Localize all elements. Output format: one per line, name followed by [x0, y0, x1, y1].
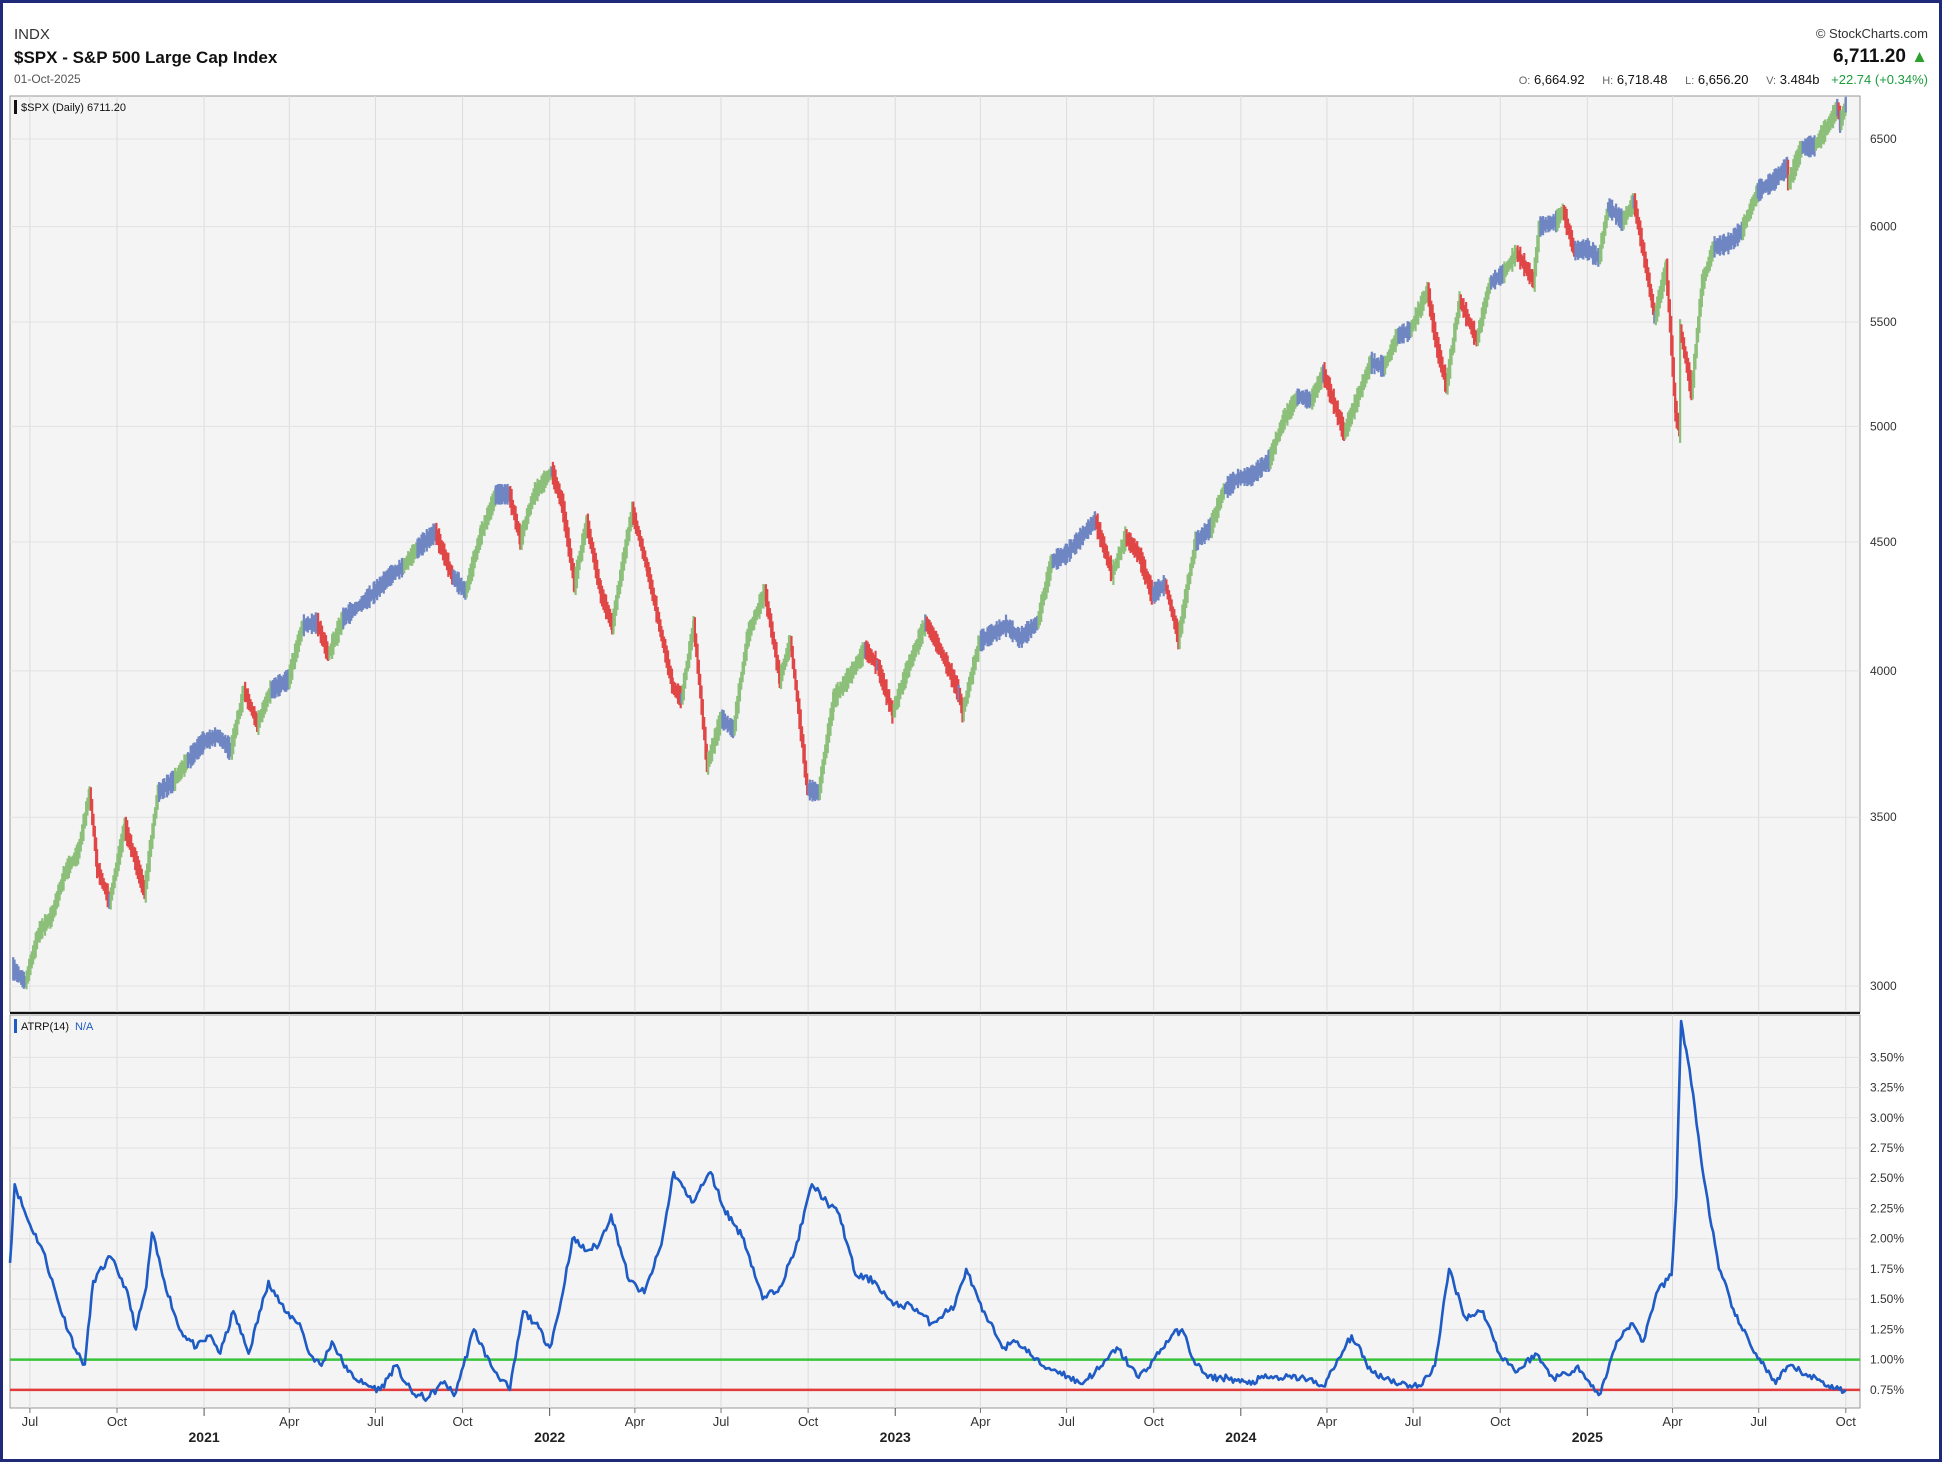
month-label: Jul: [1058, 1414, 1075, 1429]
month-label: Oct: [1144, 1414, 1165, 1429]
year-label: 2025: [1572, 1429, 1603, 1445]
month-label: Jul: [1405, 1414, 1422, 1429]
atr-legend: ATRP(14): [21, 1021, 69, 1033]
year-label: 2023: [880, 1429, 911, 1445]
up-arrow-icon: ▲: [1911, 47, 1928, 66]
price-legend-swatch: [14, 100, 17, 114]
price-tick-label: 6500: [1870, 132, 1897, 146]
month-label: Apr: [279, 1414, 300, 1429]
atr-tick-label: 3.00%: [1870, 1111, 1904, 1125]
price-tick-label: 3500: [1870, 810, 1897, 824]
open-value: 6,664.92: [1533, 72, 1585, 87]
atr-tick-label: 3.25%: [1870, 1081, 1904, 1095]
year-label: 2024: [1225, 1429, 1256, 1445]
atr-tick-label: 2.75%: [1870, 1141, 1904, 1155]
atr-tick-label: 1.25%: [1870, 1322, 1904, 1336]
price-tick-label: 4500: [1870, 535, 1897, 549]
chart-date: 01-Oct-2025: [14, 72, 81, 86]
price-tick-label: 5000: [1870, 419, 1897, 433]
price-tick-label: 3000: [1870, 979, 1897, 993]
price-tick-label: 5500: [1870, 315, 1897, 329]
high-value: 6,718.48: [1616, 72, 1668, 87]
month-label: Oct: [798, 1414, 819, 1429]
month-label: Oct: [107, 1414, 128, 1429]
atr-legend-value: N/A: [75, 1021, 94, 1033]
atr-panel-bg: [9, 1014, 1861, 1409]
year-label: 2021: [189, 1429, 220, 1445]
price-panel-bg: [9, 95, 1861, 1013]
price-tick-label: 6000: [1870, 220, 1897, 234]
atr-tick-label: 2.50%: [1870, 1171, 1904, 1185]
month-label: Apr: [625, 1414, 646, 1429]
price-legend: $SPX (Daily) 6711.20: [21, 102, 126, 114]
month-label: Apr: [970, 1414, 991, 1429]
year-label: 2022: [534, 1429, 565, 1445]
month-label: Jul: [713, 1414, 730, 1429]
atr-tick-label: 1.00%: [1870, 1353, 1904, 1367]
atr-tick-label: 1.75%: [1870, 1262, 1904, 1276]
month-label: Apr: [1662, 1414, 1683, 1429]
open-label: O:: [1518, 75, 1531, 87]
ohlc-readout: O: 6,664.92 H: 6,718.48 L: 6,656.20 V: 3…: [1505, 72, 1928, 87]
price-panel: 3000 3500 4000 4500 5000 5500 6000 6500 $SPX (Da…: [9, 95, 1897, 1014]
last-price-value: 6,711.20: [1832, 46, 1906, 67]
low-value: 6,656.20: [1697, 72, 1749, 87]
atr-tick-label: 1.50%: [1870, 1292, 1904, 1306]
month-label: Jul: [22, 1414, 39, 1429]
last-price: 6,711.20 ▲: [1833, 46, 1928, 68]
price-tick-label: 4000: [1870, 664, 1897, 678]
month-label: Apr: [1317, 1414, 1338, 1429]
chart-title: $SPX - S&P 500 Large Cap Index: [14, 48, 278, 67]
month-label: Jul: [1750, 1414, 1767, 1429]
atr-line: [8, 1019, 1847, 1402]
atr-panel: 0.75% 1.00% 1.25% 1.50% 1.75% 2.00% 2.25% 2.50%…: [8, 1014, 1904, 1409]
atr-tick-label: 3.50%: [1870, 1050, 1904, 1064]
atr-tick-label: 2.00%: [1870, 1232, 1904, 1246]
volume-value: 3.484b: [1779, 72, 1820, 87]
change-value: +22.74 (+0.34%): [1831, 72, 1928, 87]
month-label: Oct: [1490, 1414, 1511, 1429]
volume-label: V:: [1766, 75, 1777, 87]
high-label: H:: [1602, 75, 1614, 87]
atr-tick-label: 0.75%: [1870, 1383, 1904, 1397]
date-axis: Jul Oct Apr Jul Oct Apr Jul Oct Apr Jul Oct Apr Jul O…: [22, 1408, 1857, 1445]
month-label: Oct: [1836, 1414, 1857, 1429]
exchange-label: INDX: [14, 26, 50, 43]
atr-tick-label: 2.25%: [1870, 1201, 1904, 1215]
month-label: Jul: [367, 1414, 384, 1429]
low-label: L:: [1685, 75, 1695, 87]
brand-logo[interactable]: © StockCharts.com: [1815, 26, 1928, 41]
atr-legend-swatch: [14, 1019, 17, 1033]
month-label: Oct: [452, 1414, 473, 1429]
